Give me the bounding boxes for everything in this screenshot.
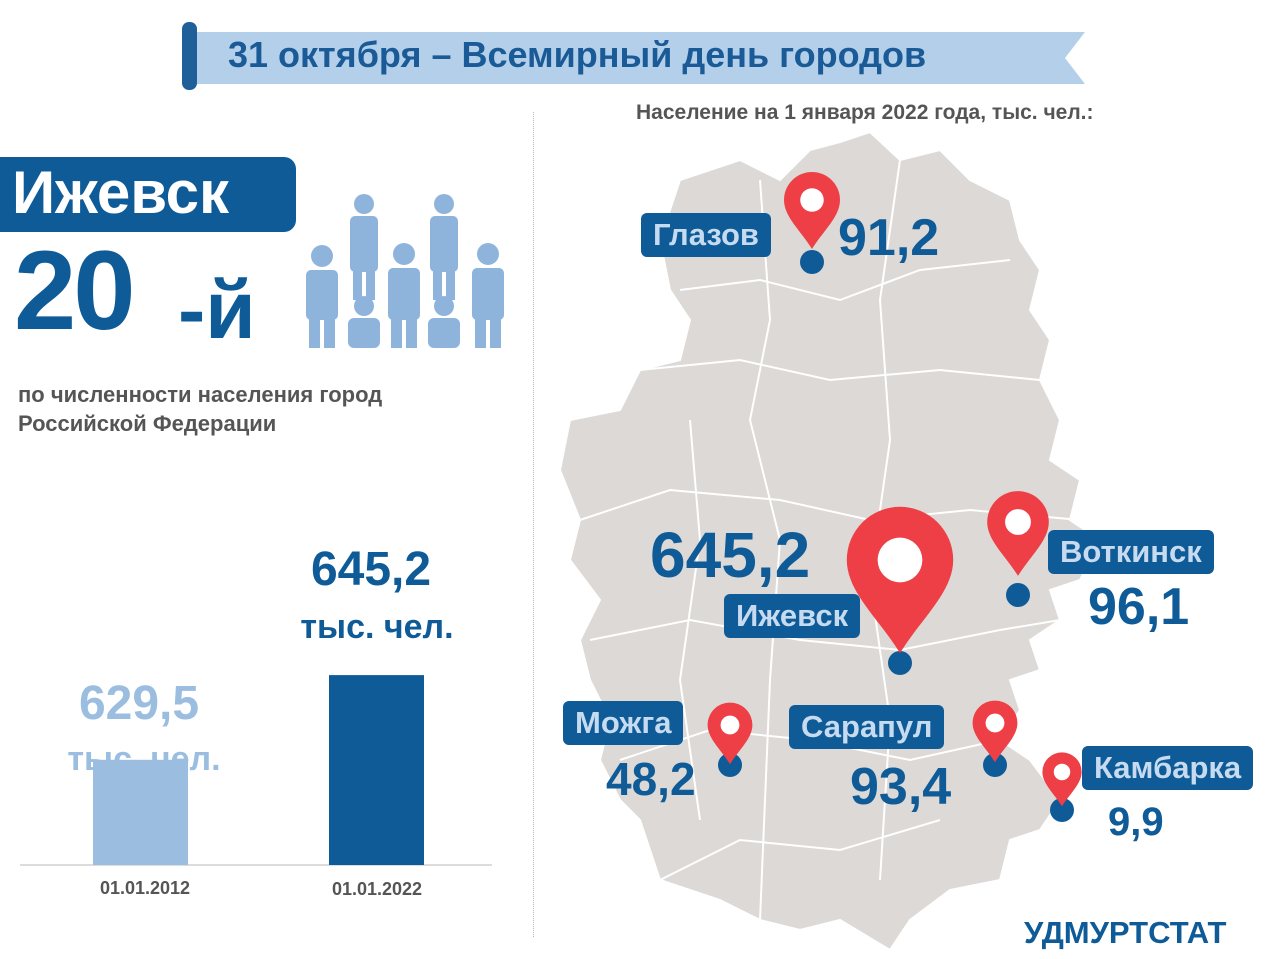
city-label-sarapul: Сарапул (789, 705, 945, 749)
bar-01.01.2012 (93, 759, 188, 865)
rank-description: по численности населения город Российско… (18, 382, 383, 436)
bar-value-label: 645,2 (310, 543, 432, 596)
city-label-votkinsk: Воткинск (1048, 530, 1214, 574)
map-pin-hole-mozhga (720, 715, 740, 735)
udmurtia-map (558, 130, 1102, 950)
map-pin-hole-kambarka (1053, 763, 1071, 781)
map-subtitle: Население на 1 января 2022 года, тыс. че… (636, 101, 1094, 124)
region-outline (558, 130, 1102, 950)
bar-category-label: 01.01.2022 (331, 879, 423, 899)
population-bar-chart (20, 675, 492, 866)
city-value-kambarka: 9,9 (1108, 800, 1164, 844)
bar-unit-label: тыс. чел. (300, 608, 454, 646)
city-value-sarapul: 93,4 (850, 758, 952, 816)
people-icon (306, 194, 504, 348)
map-pin-hole-sarapul (985, 713, 1005, 733)
city-dot-sarapul (983, 753, 1007, 777)
city-value-glazov: 91,2 (838, 209, 940, 267)
rank-number: 20 (14, 228, 136, 353)
city-label-kambarka: Камбарка (1082, 746, 1254, 790)
city-label-glazov: Глазов (641, 213, 771, 257)
map-pin-hole-glazov (800, 188, 824, 212)
title-accent-bar (182, 22, 197, 90)
city-label-mozhga: Можга (563, 701, 684, 745)
city-dot-izhevsk (888, 651, 912, 675)
city-label-izhevsk: Ижевск (724, 594, 861, 638)
bar-category-label: 01.01.2012 (99, 878, 191, 898)
rank-suffix: -й (178, 265, 256, 356)
page-title: 31 октября – Всемирный день городов (228, 34, 927, 75)
bar-01.01.2022 (329, 675, 424, 865)
city-dot-glazov (800, 250, 824, 274)
city-value-izhevsk: 645,2 (650, 519, 811, 591)
city-dot-votkinsk (1006, 583, 1030, 607)
bar-value-label: 629,5 (78, 677, 200, 730)
city-dot-mozhga (718, 753, 742, 777)
city-dot-kambarka (1050, 798, 1074, 822)
city-name-box (0, 157, 296, 232)
title-ribbon (197, 32, 1085, 84)
highlight-city-name: Ижевск (12, 159, 230, 226)
map-pin-hole-votkinsk (1005, 509, 1031, 535)
city-value-votkinsk: 96,1 (1088, 578, 1190, 636)
divider (533, 112, 534, 937)
footer-logo-text: УДМУРТСТАТ (1024, 915, 1227, 950)
bar-unit-label: тыс. чел. (67, 740, 221, 778)
city-value-mozhga: 48,2 (606, 753, 696, 805)
map-pin-hole-izhevsk (877, 537, 923, 583)
